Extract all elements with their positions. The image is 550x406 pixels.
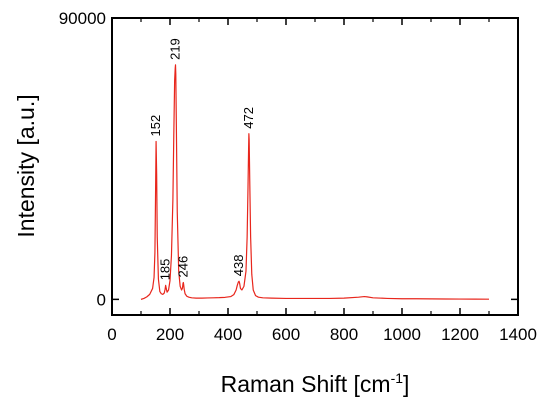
x-tick-label: 1200: [441, 325, 479, 344]
x-axis-title: Raman Shift [cm-1]: [221, 370, 410, 397]
x-tick-label: 0: [107, 325, 116, 344]
x-axis-title-superscript: -1: [391, 370, 404, 386]
axis-ticks: [111, 17, 519, 315]
x-axis-title-suffix: ]: [403, 371, 409, 397]
x-tick-label: 800: [330, 325, 358, 344]
y-tick-label: 90000: [59, 9, 106, 28]
y-tick-label: 0: [97, 290, 106, 309]
x-tick-label: 600: [272, 325, 300, 344]
x-tick-label: 1400: [499, 325, 537, 344]
peak-label: 472: [241, 107, 256, 129]
peak-label: 152: [148, 115, 163, 137]
peak-label: 185: [158, 259, 173, 281]
x-tick-label: 1000: [383, 325, 421, 344]
x-axis-title-main: Raman Shift [cm: [221, 371, 391, 397]
spectrum-line: [140, 64, 490, 300]
peak-label: 246: [175, 256, 190, 278]
axis-tick-labels: 0 200 400 600 800 1000 1200 1400 0 90000: [59, 9, 537, 344]
y-axis-title: Intensity [a.u.]: [13, 94, 39, 237]
x-tick-label: 200: [156, 325, 184, 344]
peak-labels: 152 185 219 246 438 472: [148, 38, 256, 280]
peak-label: 219: [168, 38, 183, 60]
peak-label: 438: [231, 254, 246, 276]
x-tick-label: 400: [214, 325, 242, 344]
